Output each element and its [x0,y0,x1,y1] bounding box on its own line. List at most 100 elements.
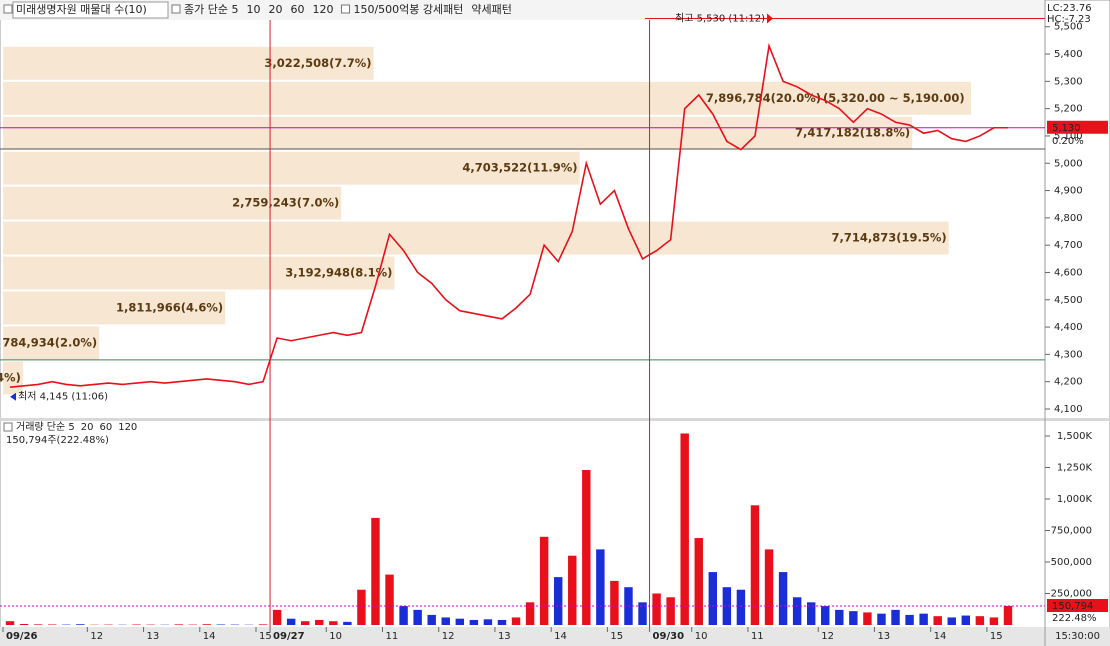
volume-bar [427,614,436,625]
volume-bar [891,609,900,625]
current-volume-change: 222.48% [1052,613,1097,624]
current-price: 5,130 [1052,123,1081,134]
volume-bar [539,536,549,625]
volume-profile-label: 3,022,508(7.7%) [264,56,371,70]
volume-bar [806,602,816,625]
legend-item: 종가 단순 5 [184,3,238,16]
volume-bar [329,621,338,625]
y-tick-label: 4,400 [1054,322,1083,333]
current-price-box [1047,120,1108,134]
volume-bar [947,617,956,625]
legend-item: 20 [268,3,282,16]
y-tick-label: 4,800 [1054,213,1083,224]
x-tick-label: 14 [934,631,947,642]
volume-bar [76,624,85,625]
x-tick-label: 14 [203,631,216,642]
legend-item: 150/500억봉 강세패턴 [353,3,463,16]
x-tick-label: 12 [442,631,455,642]
volume-profile-label: 3,192,948(8.1%) [285,266,392,280]
legend-item: 120 [312,3,333,16]
legend-item: 120 [118,422,137,433]
volume-bar [300,621,310,625]
legend-item: 10 [246,3,260,16]
x-tick-label: 11 [751,631,764,642]
volume-bar [750,505,760,625]
x-tick-label: 13 [147,631,160,642]
volume-subtitle: 150,794주(222.48%) [6,435,109,446]
volume-profile-label: 7,714,873(19.5%) [832,231,947,245]
volume-bar [455,618,465,625]
y-tick-label: 5,300 [1054,76,1083,87]
volume-bar [5,621,15,625]
x-tick-label: 15 [259,631,272,642]
checkbox [171,4,181,14]
y-tick-label: 1,250K [1057,462,1093,473]
volume-bar [877,613,886,625]
volume-bar [19,623,29,625]
volume-bar [610,580,619,625]
volume-bar [286,618,296,625]
y-tick-label: 500,000 [1051,557,1092,568]
x-tick-label: 14 [554,631,567,642]
volume-bar [132,624,141,625]
volume-bar [961,615,971,625]
volume-bar [497,619,507,625]
y-tick-label: 4,500 [1054,295,1083,306]
volume-bar [666,597,675,625]
volume-bar [975,616,985,625]
volume-bar [792,597,802,625]
volume-bar [469,619,479,625]
volume-bar [202,624,212,625]
y-tick-label: 5,200 [1054,104,1083,115]
volume-bar [1003,605,1013,625]
volume-bar [933,616,942,625]
legend-item: 20 [81,422,94,433]
volume-bar [525,602,535,625]
volume-profile-bar [3,291,226,325]
volume-bar [399,606,408,625]
y-tick-label: 4,100 [1054,404,1083,415]
volume-bar [919,613,928,625]
volume-bar [441,617,450,625]
y-tick-label: 750,000 [1051,525,1092,536]
x-tick-label: 12 [90,631,103,642]
x-tick-label: 13 [498,631,511,642]
high-label: 최고 5,530 (11:12) [675,13,765,25]
current-volume-box [1047,598,1108,612]
legend-item: 거래량 단순 5 [16,421,75,433]
y-tick-label: 5,000 [1054,158,1083,169]
x-tick-label: 15 [990,631,1003,642]
volume-profile-bar [3,151,580,185]
low-arrow [10,392,17,401]
checkbox [340,4,350,14]
x-tick-label: 09/27 [273,631,305,642]
y-tick-label: 4,700 [1054,240,1083,251]
volume-bar [357,589,366,625]
chart-title: 미래생명자원 매물대 수(10) [16,3,147,16]
volume-bar [582,470,591,625]
volume-bar [258,624,268,625]
volume-bar [652,593,661,625]
volume-bar [694,538,703,625]
x-tick-label: 12 [821,631,834,642]
volume-profile-label: 7,896,784(20.0%) [706,91,821,105]
y-tick-label: 5,500 [1054,22,1083,33]
legend-item: 약세패턴 [471,2,511,16]
current-volume: 150,794 [1052,601,1093,612]
volume-bar [638,602,647,625]
volume-bar [849,611,858,625]
volume-bar [385,574,394,625]
checkbox [3,422,13,432]
volume-bar [863,612,872,625]
indicator: HC:-7.23 [1047,14,1091,25]
volume-bar [821,606,830,625]
volume-bar [315,619,324,625]
volume-profile-bar [3,81,971,115]
legend-item: 60 [99,422,112,433]
time-axis [0,627,1110,646]
indicator: LC:23.76 [1047,3,1092,14]
volume-bar [905,614,914,625]
volume-bar [736,589,746,625]
volume-bar [708,572,718,625]
volume-profile-bar [3,221,949,255]
